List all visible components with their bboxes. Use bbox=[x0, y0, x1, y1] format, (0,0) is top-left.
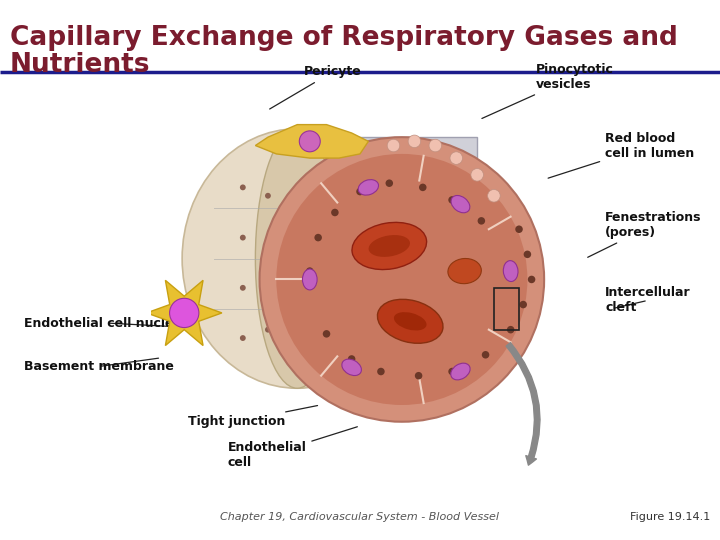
Text: Figure 19.14.1: Figure 19.14.1 bbox=[630, 512, 710, 522]
Circle shape bbox=[315, 234, 322, 241]
Ellipse shape bbox=[182, 129, 413, 388]
Polygon shape bbox=[256, 125, 369, 158]
Circle shape bbox=[356, 188, 364, 195]
Circle shape bbox=[300, 131, 320, 152]
Ellipse shape bbox=[451, 195, 470, 213]
Text: Endothelial
cell: Endothelial cell bbox=[228, 427, 357, 469]
Circle shape bbox=[519, 301, 527, 308]
Circle shape bbox=[450, 152, 462, 164]
Circle shape bbox=[323, 330, 330, 338]
Ellipse shape bbox=[359, 180, 379, 195]
Circle shape bbox=[240, 285, 246, 291]
Polygon shape bbox=[147, 280, 222, 346]
Circle shape bbox=[348, 355, 356, 363]
Circle shape bbox=[323, 319, 330, 324]
Polygon shape bbox=[335, 137, 477, 158]
Circle shape bbox=[294, 319, 300, 324]
Circle shape bbox=[290, 201, 296, 207]
Circle shape bbox=[385, 179, 393, 187]
Circle shape bbox=[449, 196, 456, 204]
Text: Nutrients: Nutrients bbox=[10, 52, 150, 78]
Circle shape bbox=[299, 276, 305, 282]
Ellipse shape bbox=[451, 363, 470, 380]
Circle shape bbox=[260, 137, 544, 422]
Circle shape bbox=[240, 235, 246, 240]
Circle shape bbox=[240, 335, 246, 341]
Ellipse shape bbox=[448, 259, 482, 284]
Text: Pericyte: Pericyte bbox=[270, 65, 361, 109]
Circle shape bbox=[331, 209, 338, 216]
Circle shape bbox=[276, 154, 528, 405]
Circle shape bbox=[482, 351, 490, 359]
Text: Chapter 19, Cardiovascular System - Blood Vessel: Chapter 19, Cardiovascular System - Bloo… bbox=[220, 512, 500, 522]
Circle shape bbox=[341, 210, 346, 215]
Text: Red blood
cell in lumen: Red blood cell in lumen bbox=[548, 132, 694, 178]
Bar bbox=[494, 288, 519, 329]
Circle shape bbox=[523, 251, 531, 258]
Circle shape bbox=[471, 168, 483, 181]
Circle shape bbox=[265, 327, 271, 333]
Circle shape bbox=[449, 368, 456, 375]
Text: Tight junction: Tight junction bbox=[188, 406, 318, 428]
Circle shape bbox=[307, 226, 312, 232]
Circle shape bbox=[377, 368, 384, 375]
Ellipse shape bbox=[352, 222, 427, 269]
Circle shape bbox=[429, 139, 441, 152]
Circle shape bbox=[415, 372, 423, 380]
FancyArrowPatch shape bbox=[506, 342, 540, 465]
Ellipse shape bbox=[394, 312, 426, 330]
Circle shape bbox=[528, 276, 536, 283]
Circle shape bbox=[336, 231, 342, 237]
Circle shape bbox=[274, 226, 279, 232]
Circle shape bbox=[265, 193, 271, 199]
Circle shape bbox=[507, 326, 514, 333]
Text: Capillary Exchange of Respiratory Gases and: Capillary Exchange of Respiratory Gases … bbox=[10, 25, 678, 51]
Circle shape bbox=[170, 298, 199, 328]
Text: Intercellular
cleft: Intercellular cleft bbox=[605, 286, 690, 314]
Ellipse shape bbox=[342, 359, 361, 375]
Circle shape bbox=[487, 190, 500, 202]
Text: Basement membrane: Basement membrane bbox=[24, 358, 174, 373]
Circle shape bbox=[328, 276, 333, 282]
Circle shape bbox=[419, 184, 426, 191]
Circle shape bbox=[408, 135, 420, 147]
Circle shape bbox=[353, 276, 359, 282]
Ellipse shape bbox=[503, 261, 518, 281]
Ellipse shape bbox=[302, 269, 317, 290]
Text: Fenestrations
(pores): Fenestrations (pores) bbox=[588, 211, 701, 257]
Circle shape bbox=[516, 226, 523, 233]
Circle shape bbox=[306, 267, 313, 275]
Circle shape bbox=[240, 185, 246, 190]
Circle shape bbox=[315, 205, 321, 211]
Circle shape bbox=[477, 217, 485, 225]
Text: Endothelial cell nucleus: Endothelial cell nucleus bbox=[24, 316, 189, 329]
Circle shape bbox=[265, 281, 271, 287]
Ellipse shape bbox=[377, 299, 443, 343]
Ellipse shape bbox=[256, 129, 339, 388]
Circle shape bbox=[387, 139, 400, 152]
Ellipse shape bbox=[369, 235, 410, 257]
Text: Pinocytotic
vesicles: Pinocytotic vesicles bbox=[482, 63, 613, 118]
